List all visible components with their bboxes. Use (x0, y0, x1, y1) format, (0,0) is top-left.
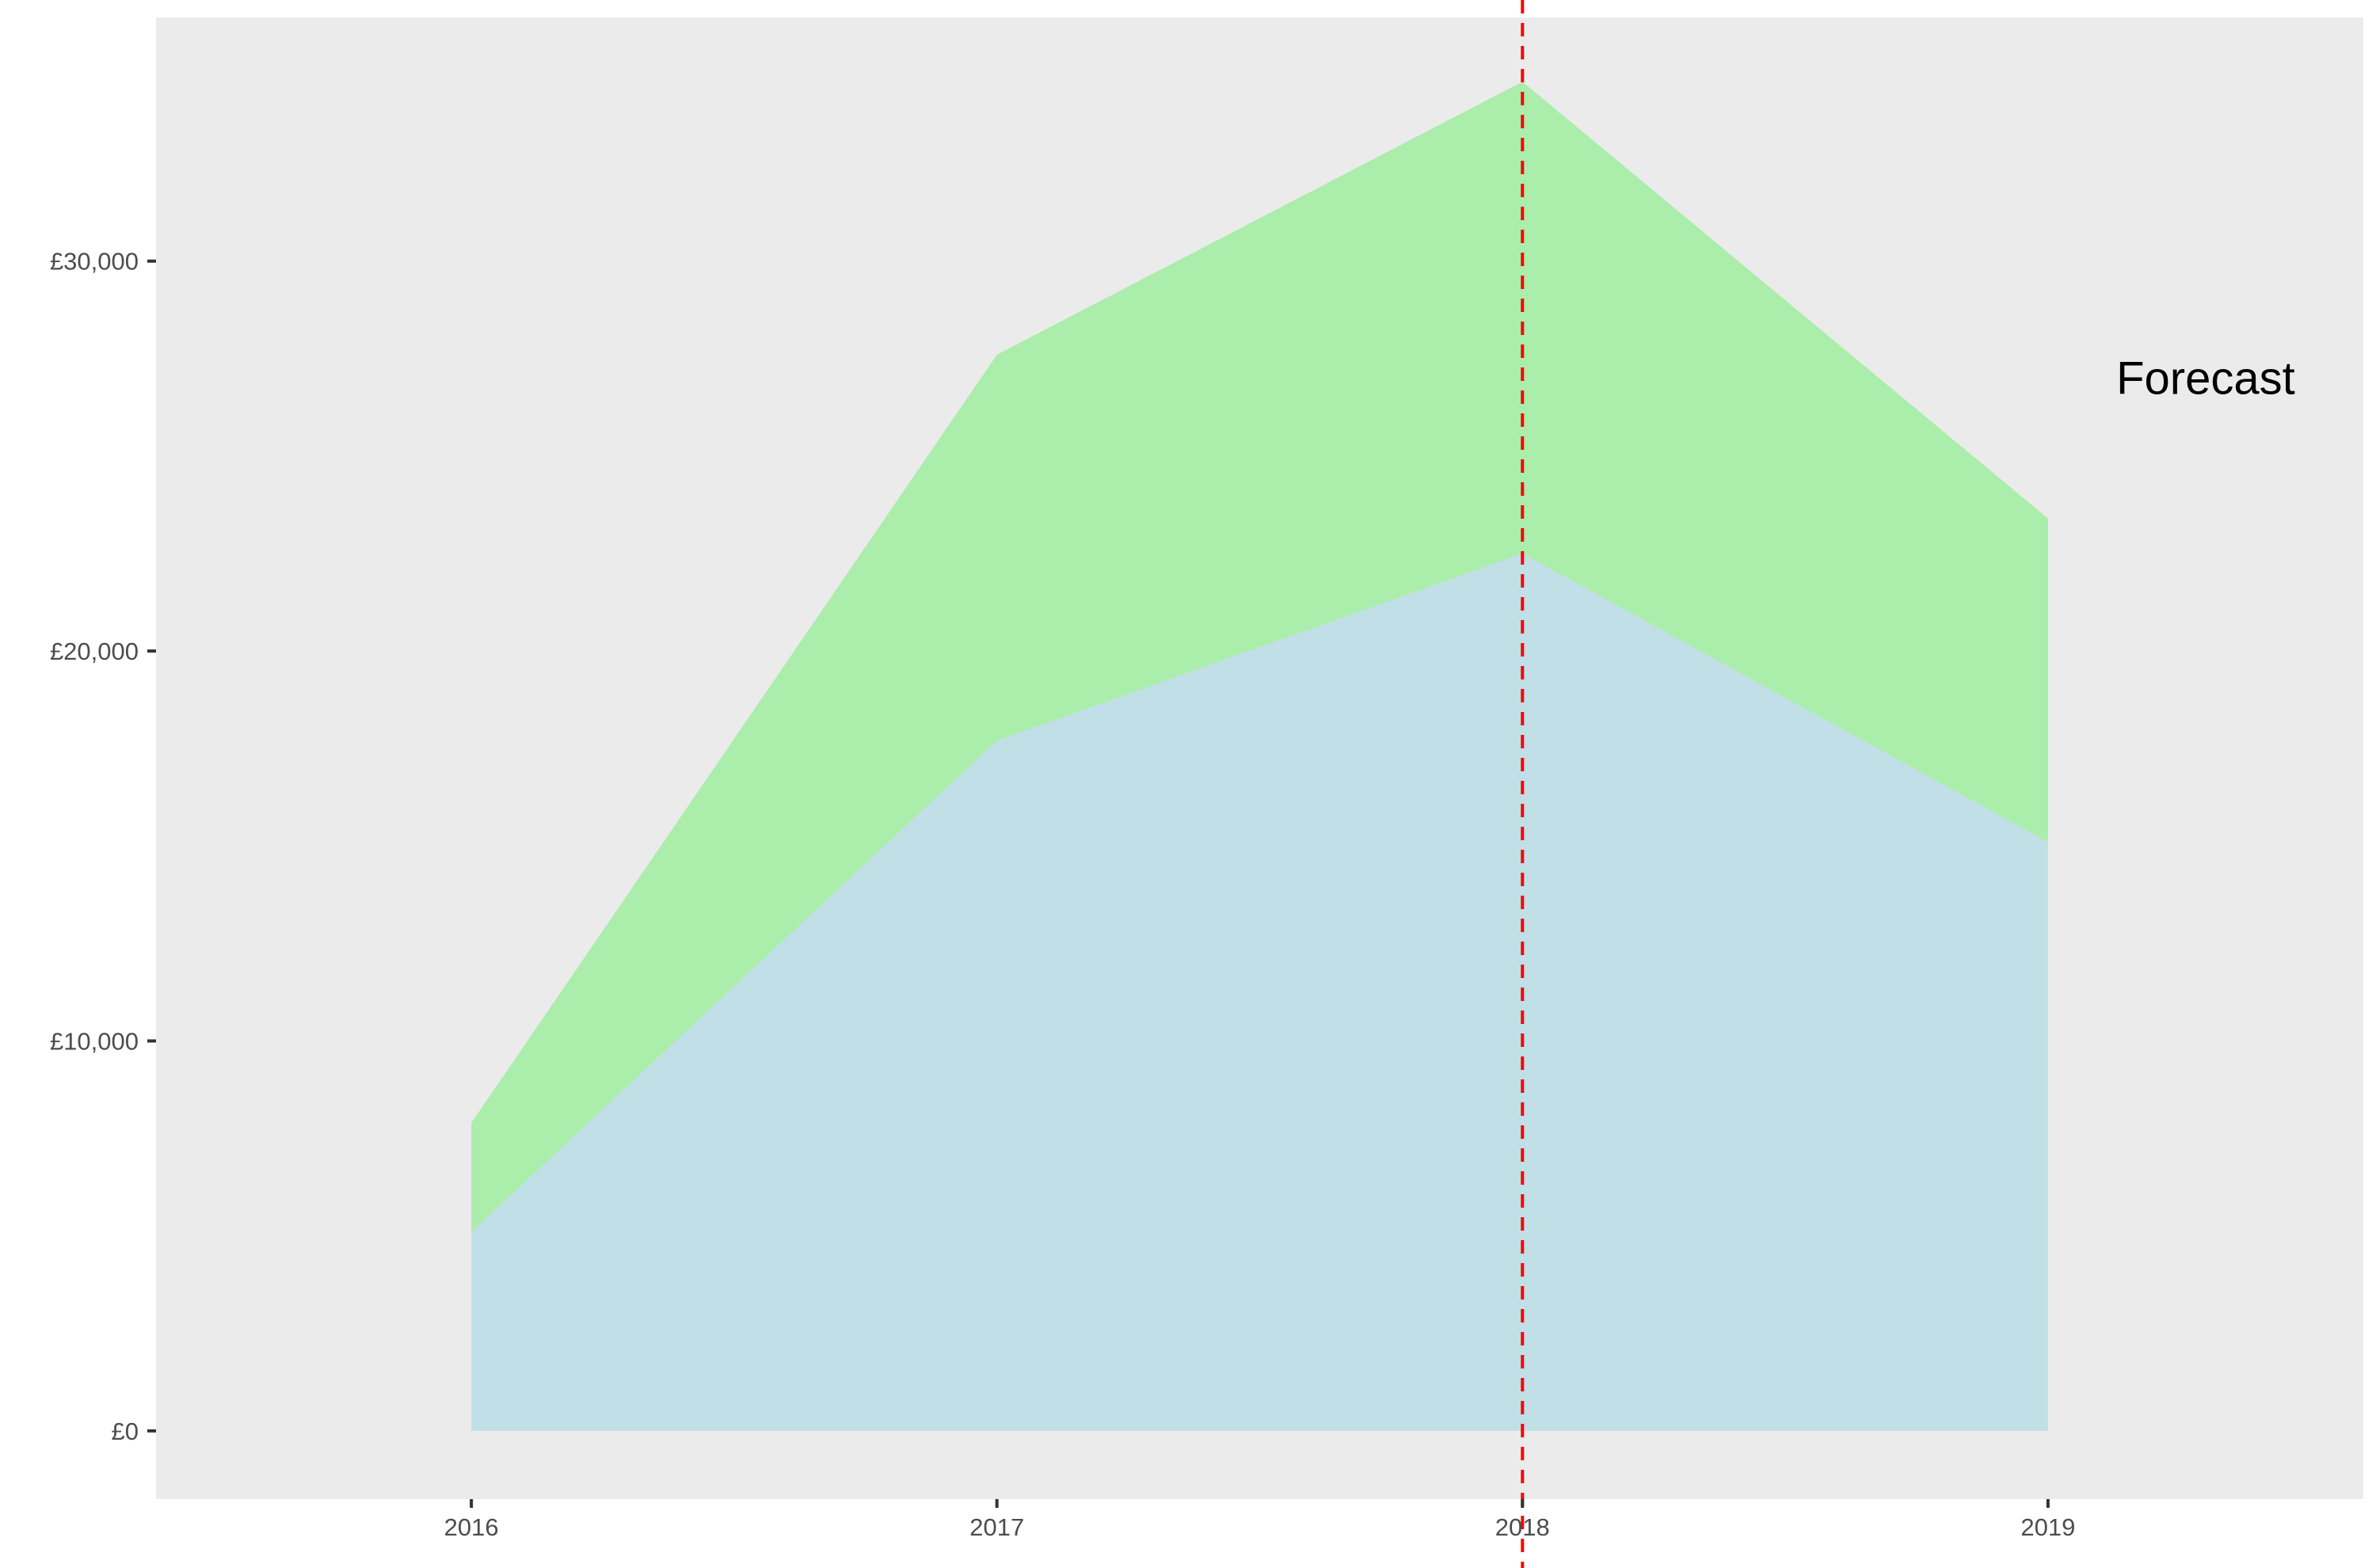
x-axis: 2016 2017 2018 2019 (444, 1499, 2075, 1541)
area-series-2 (471, 82, 2048, 1232)
annotation-label: Forecast (2116, 352, 2295, 404)
x-tick-label: 2016 (444, 1513, 499, 1541)
y-tick-label: £10,000 (50, 1027, 139, 1055)
y-tick-label: £0 (112, 1418, 139, 1445)
y-tick-label: £30,000 (50, 248, 139, 276)
annotations: Forecast (2116, 352, 2295, 404)
x-tick-label: 2017 (969, 1513, 1024, 1541)
x-tick-label: 2019 (2020, 1513, 2075, 1541)
area-series-group (471, 82, 2048, 1431)
area-series-1 (471, 554, 2048, 1431)
y-axis: £0 £10,000 £20,000 £30,000 (50, 248, 156, 1445)
x-tick-label: 2018 (1495, 1513, 1550, 1541)
y-tick-label: £20,000 (50, 637, 139, 665)
